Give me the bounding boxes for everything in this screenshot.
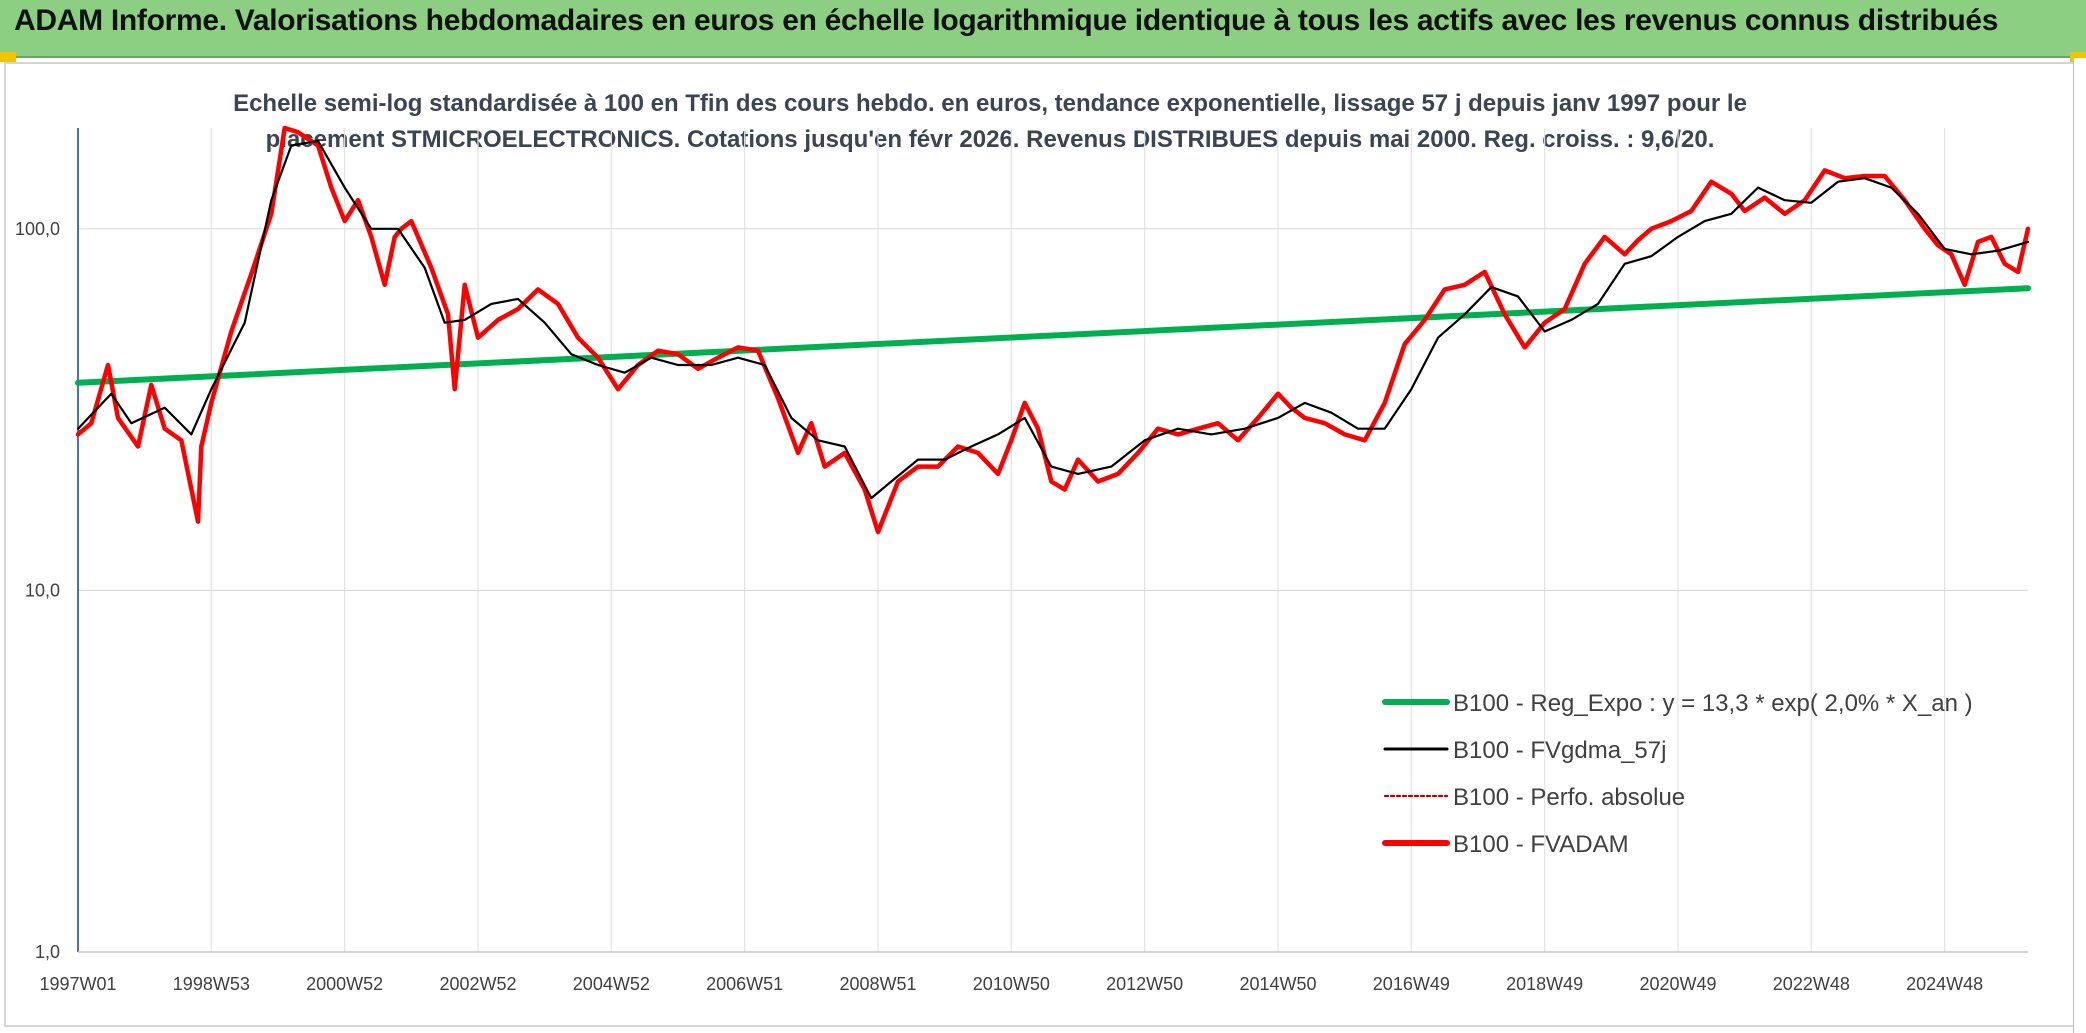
x-tick-label: 1998W53 [173,974,250,994]
report-banner-title: ADAM Informe. Valorisations hebdomadaire… [14,4,1999,37]
legend-label: B100 - FVADAM [1453,831,1629,858]
series-line-3 [75,125,2031,535]
x-tick-label: 2020W49 [1639,974,1716,994]
report-banner: ADAM Informe. Valorisations hebdomadaire… [0,0,2086,58]
y-tick-label: 100,0 [15,219,60,239]
x-tick-label: 1997W01 [39,974,116,994]
chart-legend: B100 - Reg_Expo : y = 13,3 * exp( 2,0% *… [1382,690,1973,858]
x-tick-label: 2012W50 [1106,974,1183,994]
corner-marker-left [0,52,16,62]
series-line-0 [75,285,2031,386]
x-tick-label: 2018W49 [1506,974,1583,994]
legend-label: B100 - FVgdma_57j [1453,737,1666,764]
y-tick-labels: 1,0 10,0 100,0 [15,219,60,962]
x-tick-label: 2024W48 [1906,974,1983,994]
chart-title-line-2: placement STMICROELECTRONICS. Cotations … [265,126,1715,153]
x-tick-label: 2004W52 [573,974,650,994]
chart-axes [77,128,2028,953]
series-line-1 [76,139,2030,500]
x-tick-label: 2016W49 [1373,974,1450,994]
x-tick-label: 2008W51 [839,974,916,994]
legend-label: B100 - Reg_Expo : y = 13,3 * exp( 2,0% *… [1453,690,1973,717]
y-tick-label: 1,0 [35,942,60,962]
x-tick-label: 2002W52 [439,974,516,994]
x-tick-label: 2006W51 [706,974,783,994]
x-tick-label: 2000W52 [306,974,383,994]
y-tick-label: 10,0 [25,580,60,600]
legend-label: B100 - Perfo. absolue [1453,784,1685,811]
chart-title-line-1: Echelle semi-log standardisée à 100 en T… [233,90,1747,117]
corner-marker-right [2070,52,2086,62]
x-tick-label: 2022W48 [1773,974,1850,994]
x-tick-label: 2010W50 [973,974,1050,994]
x-tick-labels: 1997W01 1998W53 2000W52 2002W52 2004W52 2006W… [39,974,1983,994]
side-scroll-strip [2073,58,2086,1033]
series-layer [75,125,2031,535]
x-tick-label: 2014W50 [1239,974,1316,994]
grid-lines [77,128,2028,953]
chart-title: Echelle semi-log standardisée à 100 en T… [190,86,1790,158]
